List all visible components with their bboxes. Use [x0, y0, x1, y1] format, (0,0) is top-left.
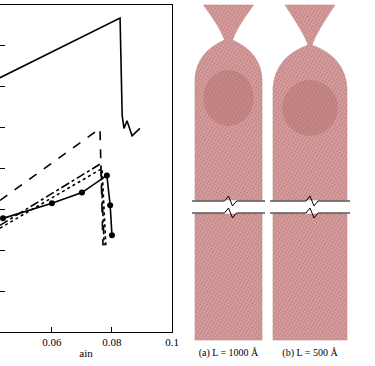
svg-text:0.1: 0.1	[165, 336, 179, 348]
svg-text:(b) L = 500 Å: (b) L = 500 Å	[282, 347, 338, 359]
svg-text:(a) L = 1000 Å: (a) L = 1000 Å	[199, 347, 259, 359]
svg-text:ain: ain	[79, 347, 93, 359]
svg-text:0.06: 0.06	[42, 336, 62, 348]
svg-text:0.08: 0.08	[102, 336, 122, 348]
